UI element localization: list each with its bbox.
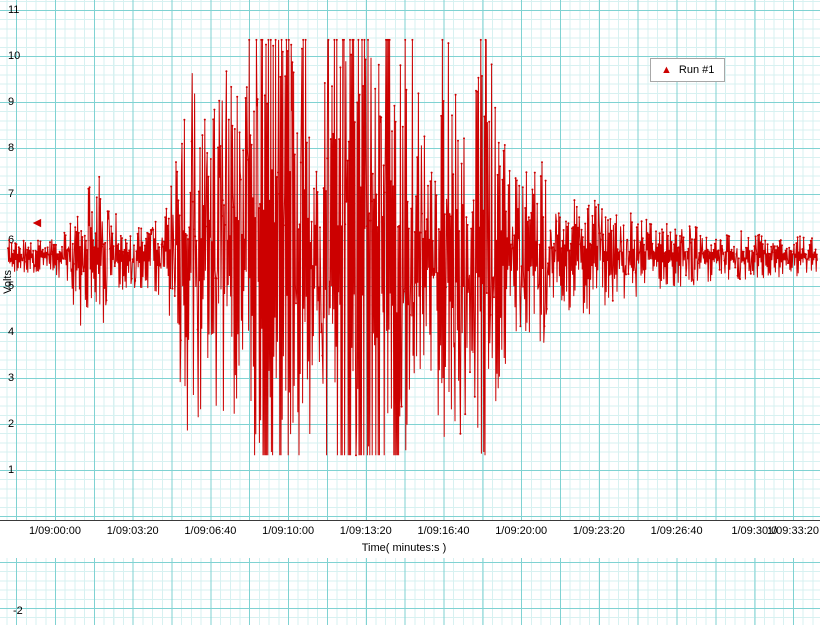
- signal-trace: [7, 39, 818, 456]
- x-tick-label: 1/09:00:00: [29, 525, 81, 537]
- y-axis-title: Volts: [2, 270, 14, 294]
- x-axis: 1/09:00:00 1/09:03:20 1/09:06:40 1/09:10:00…: [0, 520, 820, 558]
- legend: ▲ Run #1: [650, 58, 726, 82]
- x-tick-label: 1/09:10:00: [262, 525, 315, 537]
- plot-area[interactable]: 11 10 9 8 7 6 5 4 3 2 1: [0, 0, 820, 520]
- y-tick-label: 3: [8, 372, 15, 384]
- cursor-marker-icon[interactable]: ◄: [30, 214, 44, 230]
- second-plot-area[interactable]: [0, 558, 820, 625]
- x-tick-label: 1/09:06:40: [184, 525, 237, 537]
- y-tick-label: 6: [8, 234, 15, 246]
- y-tick-label: 2: [8, 418, 15, 430]
- y-tick-label: 1: [8, 464, 15, 476]
- signal-sample-dots: [7, 38, 818, 457]
- x-tick-label: 1/09:30:0: [731, 525, 778, 537]
- x-tick-label: 1/09:16:40: [417, 525, 470, 537]
- second-plot-tick-label: -2: [13, 605, 23, 617]
- y-tick-label: 4: [8, 326, 15, 338]
- y-tick-label: 10: [8, 50, 21, 62]
- waveform: [7, 38, 818, 457]
- x-tick-label: 1/09:20:00: [495, 525, 548, 537]
- x-tick-label: 1/09:13:20: [339, 525, 392, 537]
- triangle-marker-icon: ▲: [661, 63, 672, 76]
- y-tick-label: 11: [8, 4, 20, 16]
- x-tick-label: 1/09:03:20: [106, 525, 159, 537]
- x-tick-label: 1/09:33:20: [767, 525, 819, 537]
- x-axis-title: Time( minutes:s ): [361, 542, 447, 554]
- y-tick-label: 5: [8, 280, 15, 292]
- x-tick-label: 1/09:26:40: [650, 525, 703, 537]
- y-tick-label: 8: [8, 142, 15, 154]
- y-tick-label: 9: [8, 96, 15, 108]
- y-tick-label: 7: [8, 188, 15, 200]
- x-tick-label: 1/09:23:20: [572, 525, 625, 537]
- legend-label: Run #1: [678, 64, 715, 76]
